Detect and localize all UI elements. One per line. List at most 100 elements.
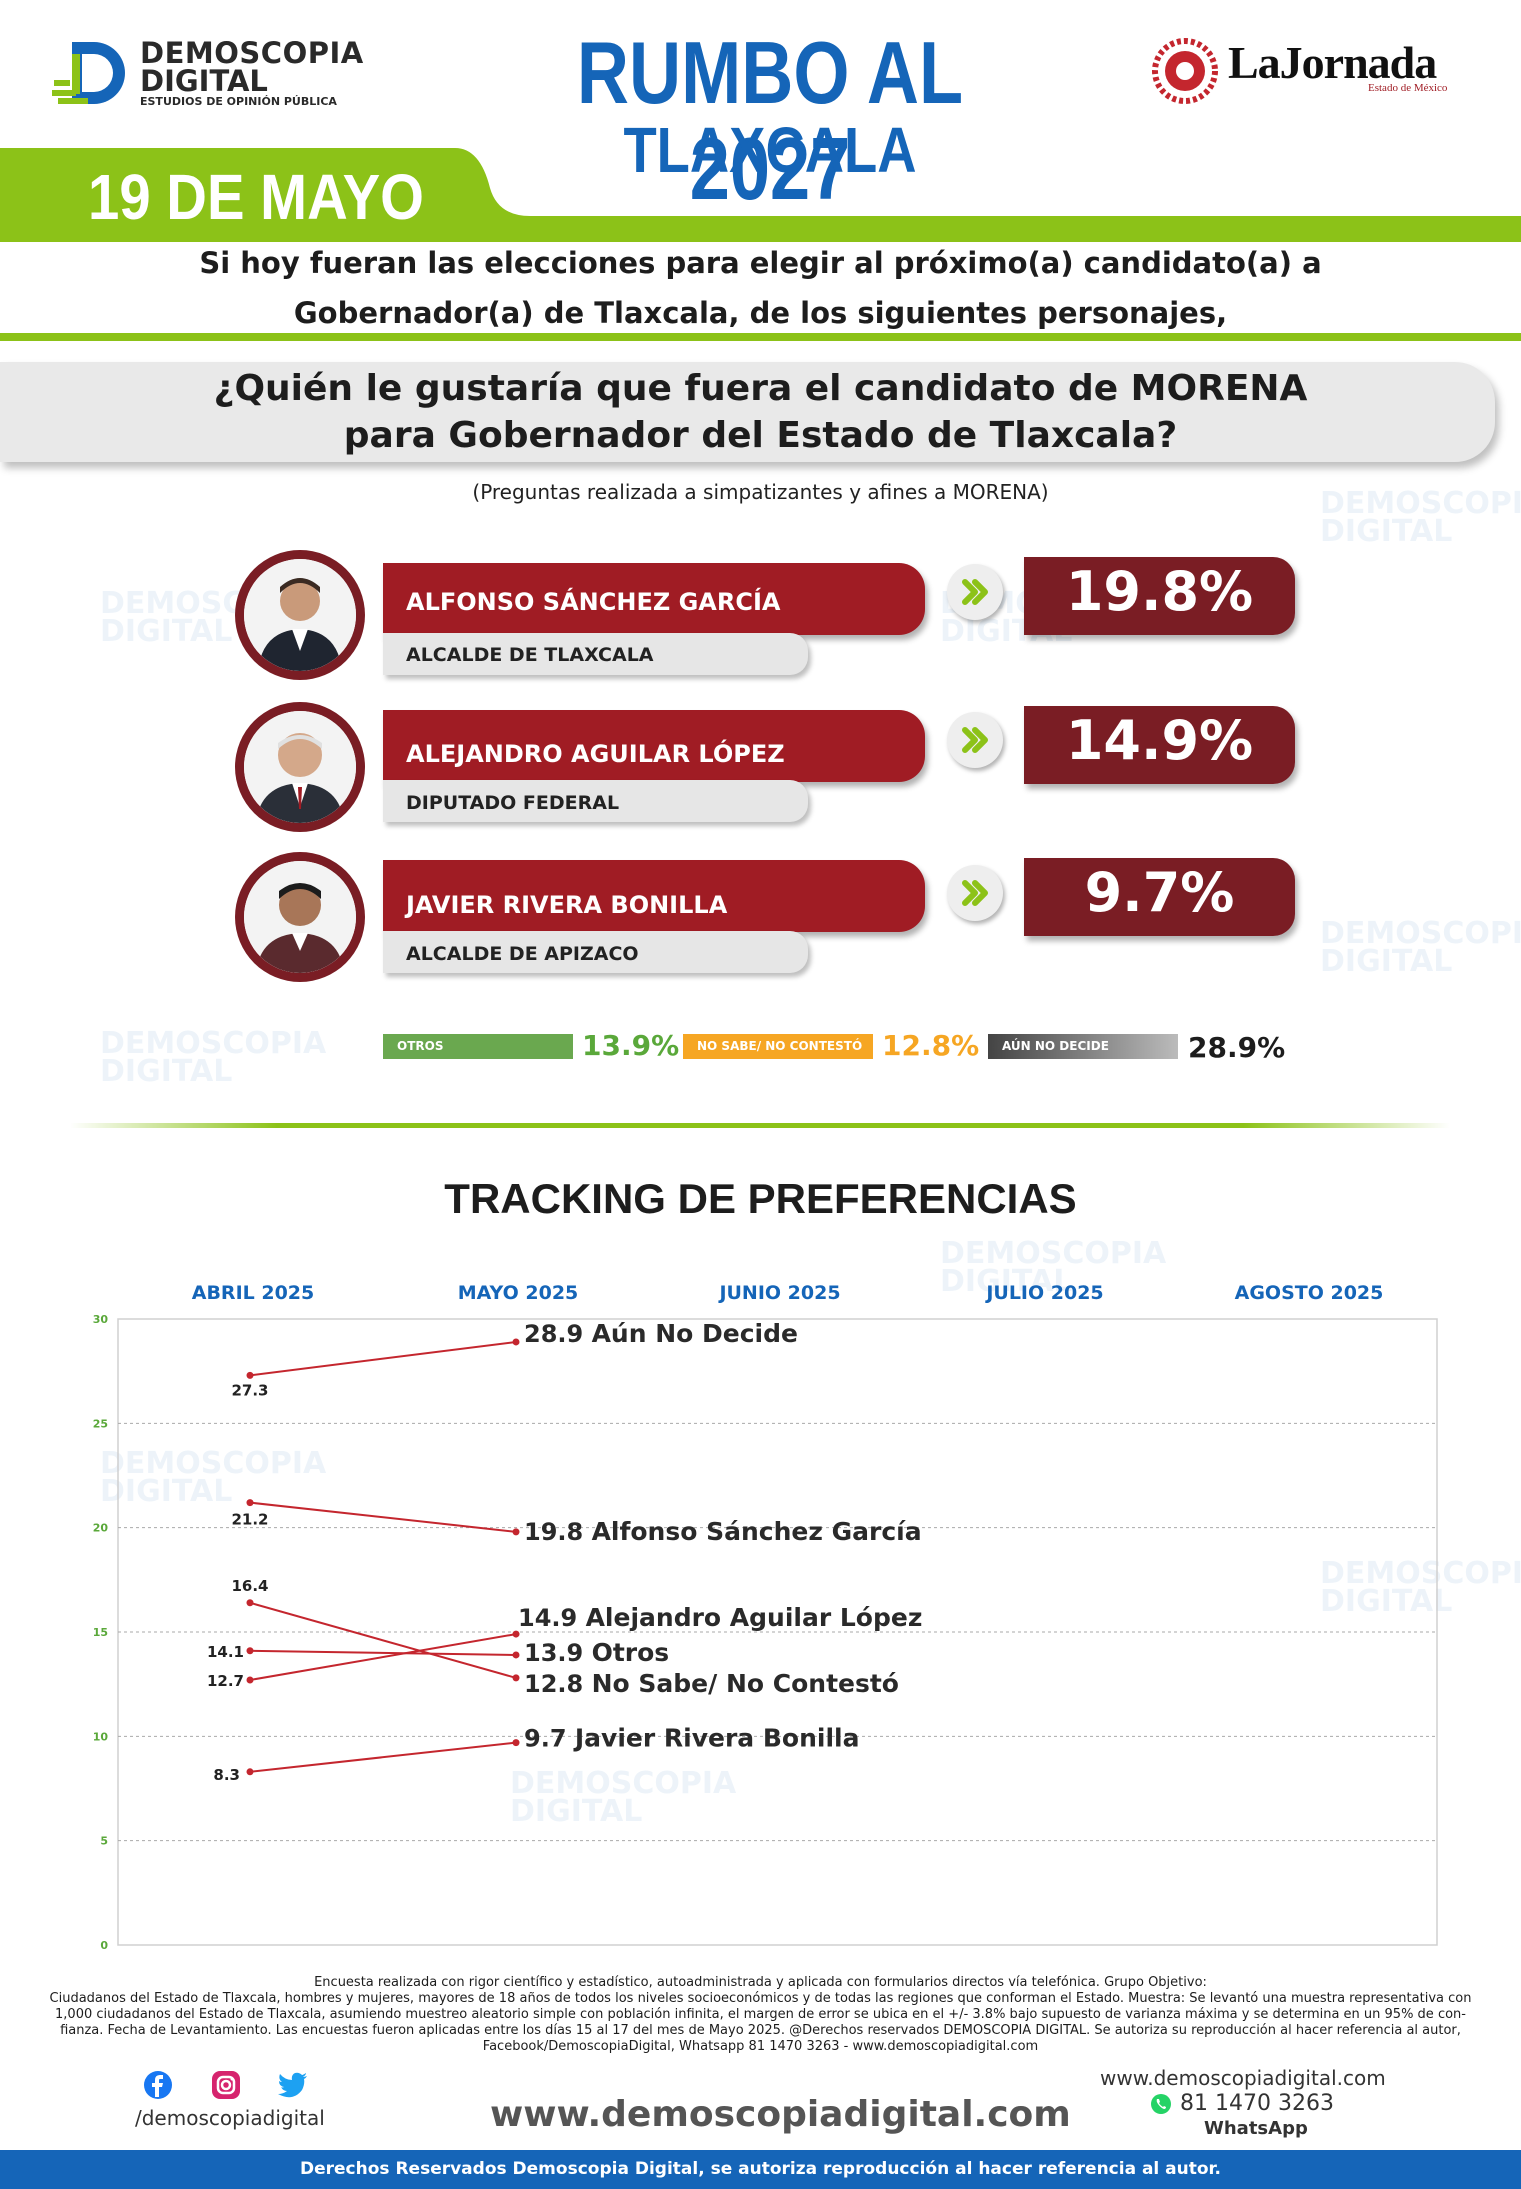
- candidate-role: DIPUTADO FEDERAL: [406, 792, 620, 814]
- brand-tagline: ESTUDIOS DE OPINIÓN PÚBLICA: [140, 95, 337, 108]
- chevron-double-right-icon: [947, 865, 1003, 921]
- series-line: [249, 1601, 517, 1679]
- month-label: JUNIO 2025: [719, 1282, 841, 1304]
- candidate-photo: [235, 550, 365, 680]
- data-label: 8.3: [213, 1766, 240, 1784]
- phone-number[interactable]: 81 1470 3263: [1180, 2091, 1334, 2116]
- methodology-line: Ciudadanos del Estado de Tlaxcala, hombr…: [49, 1991, 1472, 2006]
- website-link[interactable]: www.demoscopiadigital.com: [490, 2094, 1071, 2135]
- data-point: [246, 1499, 254, 1507]
- facebook-icon[interactable]: [143, 2070, 173, 2100]
- methodology-line: 1,000 ciudadanos del Estado de Tlaxcala,…: [55, 2007, 1466, 2022]
- undecided-value: 28.9%: [1188, 1031, 1286, 1064]
- page-title: RUMBO AL 2027: [576, 23, 964, 218]
- candidate-role-bar: [383, 931, 808, 973]
- series-name: Otros: [592, 1638, 670, 1667]
- y-tick-label: 25: [93, 1417, 108, 1430]
- page-subtitle: TLAXCALA: [623, 114, 917, 186]
- data-point: [246, 1647, 254, 1655]
- partner-name: LaJornada: [1228, 37, 1437, 88]
- candidate-role: ALCALDE DE TLAXCALA: [406, 644, 654, 666]
- data-label: 27.3: [231, 1381, 268, 1399]
- data-point: [246, 1599, 254, 1607]
- series-end-label: 19.8 Alfonso Sánchez García: [524, 1517, 922, 1546]
- candidate-role-bar: [383, 633, 808, 675]
- y-tick-label: 30: [93, 1313, 109, 1326]
- data-point: [246, 1676, 254, 1684]
- footer-band: [0, 2150, 1521, 2189]
- whatsapp-icon: [1151, 2094, 1171, 2114]
- partner-subtitle: Estado de México: [1368, 82, 1448, 94]
- candidate-name: JAVIER RIVERA BONILLA: [406, 891, 728, 919]
- candidate-name: ALFONSO SÁNCHEZ GARCÍA: [406, 588, 781, 616]
- candidate-role: ALCALDE DE APIZACO: [406, 943, 639, 965]
- methodology-line: Encuesta realizada con rigor científico …: [314, 1975, 1207, 1990]
- y-tick-label: 0: [100, 1939, 108, 1952]
- candidate-pct-bar: [1024, 706, 1295, 784]
- series-end-label: 14.9 Alejandro Aguilar López: [518, 1603, 922, 1632]
- candidate-pct-bar: [1024, 858, 1295, 936]
- y-tick-label: 20: [93, 1522, 109, 1535]
- question-box: [0, 362, 1495, 462]
- data-label: 16.4: [231, 1577, 268, 1595]
- series-name: Alfonso Sánchez García: [592, 1517, 922, 1546]
- question-line1: ¿Quién le gustaría que fuera el candidat…: [213, 368, 1308, 409]
- series-name: Aún No Decide: [592, 1319, 798, 1348]
- series-line: [249, 1741, 517, 1773]
- candidate-photo: [235, 702, 365, 832]
- month-label: AGOSTO 2025: [1234, 1282, 1384, 1304]
- data-point: [512, 1739, 520, 1747]
- data-point: [512, 1528, 520, 1536]
- website-link-small[interactable]: www.demoscopiadigital.com: [1100, 2066, 1386, 2090]
- series-end-label: 28.9 Aún No Decide: [524, 1319, 798, 1348]
- end-value: 19.8: [524, 1518, 592, 1546]
- person-icon: [244, 559, 356, 671]
- candidate-name: ALEJANDRO AGUILAR LÓPEZ: [406, 740, 785, 768]
- month-label: ABRIL 2025: [191, 1282, 315, 1304]
- tracking-chart: 0 5 10 15 20 25 30 27.3 28.9 Aún No Decide 21.2 19…: [93, 1313, 1438, 1952]
- data-label: 12.7: [207, 1672, 244, 1690]
- divider: [0, 333, 1521, 341]
- twitter-icon[interactable]: [277, 2070, 309, 2100]
- others-value: 13.9%: [582, 1029, 680, 1062]
- series-name: Alejandro Aguilar López: [586, 1603, 923, 1632]
- y-tick-label: 5: [100, 1835, 108, 1848]
- rights-text: Derechos Reservados Demoscopia Digital, …: [300, 2159, 1221, 2179]
- demoscopia-logo-icon: [52, 42, 125, 104]
- data-point: [512, 1630, 520, 1638]
- series-line: [249, 1340, 517, 1377]
- end-value: 13.9: [524, 1639, 592, 1667]
- question-line2: para Gobernador del Estado de Tlaxcala?: [343, 415, 1178, 456]
- brand-name-line2: DIGITAL: [140, 64, 268, 98]
- divider: [70, 1123, 1450, 1128]
- methodology-note: Encuesta realizada con rigor científico …: [30, 1975, 1491, 2055]
- series-line: [249, 1501, 517, 1533]
- data-label: 14.1: [207, 1643, 244, 1661]
- series-line: [249, 1633, 517, 1681]
- candidate-pct: 9.7%: [1084, 861, 1235, 924]
- month-label: MAYO 2025: [457, 1282, 579, 1304]
- data-point: [512, 1674, 520, 1682]
- candidate-name-bar: [383, 563, 925, 635]
- candidate-name-bar: [383, 710, 925, 782]
- data-label: 21.2: [231, 1511, 268, 1529]
- date-band: [0, 148, 1521, 242]
- no-answer-value: 12.8%: [882, 1029, 980, 1062]
- person-icon: [244, 861, 356, 973]
- social-handle[interactable]: /demoscopiadigital: [135, 2106, 325, 2130]
- methodology-line: fianza. Fecha de Levantamiento. Las encu…: [60, 2023, 1461, 2038]
- candidate-pct-bar: [1024, 557, 1295, 635]
- intro-line1: Si hoy fueran las elecciones para elegir…: [199, 246, 1322, 280]
- instagram-icon[interactable]: [211, 2070, 241, 2100]
- candidate-pct: 19.8%: [1065, 560, 1254, 623]
- others-label: OTROS: [383, 1034, 573, 1059]
- month-label: JULIO 2025: [986, 1282, 1104, 1304]
- end-value: 9.7: [524, 1725, 575, 1753]
- data-point: [512, 1338, 520, 1346]
- series-name: Javier Rivera Bonilla: [573, 1724, 860, 1753]
